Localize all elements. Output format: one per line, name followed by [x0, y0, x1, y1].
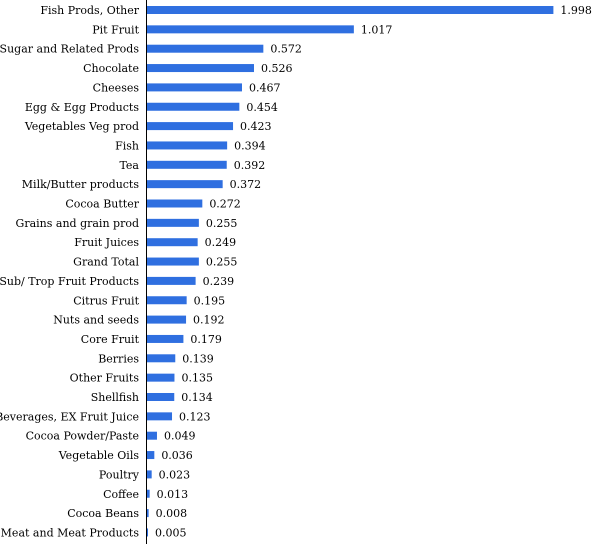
bar [147, 334, 184, 343]
bar [147, 64, 254, 73]
bar [147, 25, 354, 34]
bar [147, 83, 242, 92]
category-label: Vegetables Veg prod [24, 120, 139, 133]
value-label: 0.423 [240, 120, 271, 133]
category-label: Core Fruit [81, 333, 140, 346]
value-label: 0.135 [181, 372, 213, 385]
value-label: 1.017 [361, 23, 393, 36]
category-label: Fruit Juices [74, 236, 139, 249]
bar [147, 315, 187, 324]
bar [147, 44, 264, 53]
bar [147, 528, 149, 537]
bar [147, 451, 155, 460]
bar [147, 122, 234, 131]
category-labels-group: Fish Prods, Other Pit Fruit Sugar and Rela… [0, 4, 140, 539]
category-label: Grains and grain prod [16, 217, 139, 230]
bar [147, 276, 196, 285]
bars-group [147, 6, 554, 537]
category-label: Citrus Fruit [73, 294, 139, 307]
bar [147, 257, 199, 266]
category-label: Poultry [99, 468, 140, 481]
value-label: 1.998 [560, 4, 592, 17]
category-label: Nuts and seeds [53, 314, 139, 327]
bar [147, 160, 227, 169]
category-label: Vegetable Oils [58, 449, 140, 462]
bar [147, 6, 554, 14]
value-label: 0.372 [230, 178, 262, 191]
category-label: Fish Prods, Other [40, 4, 139, 17]
category-label: Fish [115, 139, 139, 152]
category-label: Milk/Butter products [22, 178, 140, 191]
value-label: 0.394 [234, 139, 266, 152]
bar [147, 470, 152, 479]
category-label: Cocoa Beans [67, 507, 139, 520]
category-label: Berries [98, 352, 139, 365]
category-label: Coffee [103, 488, 139, 501]
category-label: Other Fruits [70, 372, 140, 385]
category-label: Tea [119, 159, 139, 172]
value-label: 0.255 [206, 256, 238, 269]
bar [147, 180, 223, 189]
value-label: 0.179 [190, 333, 222, 346]
value-label: 0.013 [157, 488, 189, 501]
value-label: 0.454 [246, 101, 278, 114]
bar [147, 141, 228, 150]
value-label: 0.526 [261, 62, 293, 75]
value-label: 0.134 [181, 391, 213, 404]
bar [147, 199, 203, 208]
value-label: 0.192 [193, 314, 225, 327]
bar [147, 489, 150, 498]
value-label: 0.249 [205, 236, 237, 249]
value-label: 0.036 [161, 449, 193, 462]
value-label: 0.123 [179, 410, 211, 423]
value-label: 0.255 [206, 217, 238, 230]
category-label: Grand Total [73, 256, 139, 269]
bar [147, 431, 157, 440]
value-label: 0.023 [159, 468, 191, 481]
category-label: Shellfish [91, 391, 139, 404]
value-label: 0.239 [203, 275, 235, 288]
value-label: 0.195 [194, 294, 226, 307]
category-label: Cocoa Butter [65, 198, 139, 211]
category-label: Sugar and Related Prods [0, 43, 139, 56]
bar [147, 238, 198, 247]
category-label: Cheeses [93, 81, 140, 94]
value-label: 0.005 [155, 526, 187, 539]
value-label: 0.392 [234, 159, 265, 172]
value-label: 0.139 [182, 352, 214, 365]
category-label: Beverages, EX Fruit Juice [0, 410, 139, 423]
category-label: Pit Fruit [92, 23, 139, 36]
category-label: Cocoa Powder/Paste [26, 430, 139, 443]
category-label: Red Meat and Meat Products [0, 526, 139, 539]
bar [147, 102, 240, 111]
category-label: Sub/ Trop Fruit Products [0, 275, 139, 288]
value-label: 0.572 [270, 43, 302, 56]
bar [147, 296, 187, 305]
value-labels-group: 1.998 1.017 0.572 0.526 0.467 0.454 0.423 0.394… [155, 4, 592, 539]
bar [147, 218, 199, 227]
category-label: Egg & Egg Products [25, 101, 139, 114]
value-label: 0.008 [156, 507, 188, 520]
category-label: Chocolate [83, 62, 139, 75]
bar [147, 373, 175, 382]
bar [147, 412, 173, 421]
bar [147, 393, 175, 401]
bar [147, 509, 149, 518]
value-label: 0.467 [249, 81, 280, 94]
value-label: 0.272 [209, 198, 241, 211]
value-label: 0.049 [164, 430, 196, 443]
bar [147, 354, 176, 363]
